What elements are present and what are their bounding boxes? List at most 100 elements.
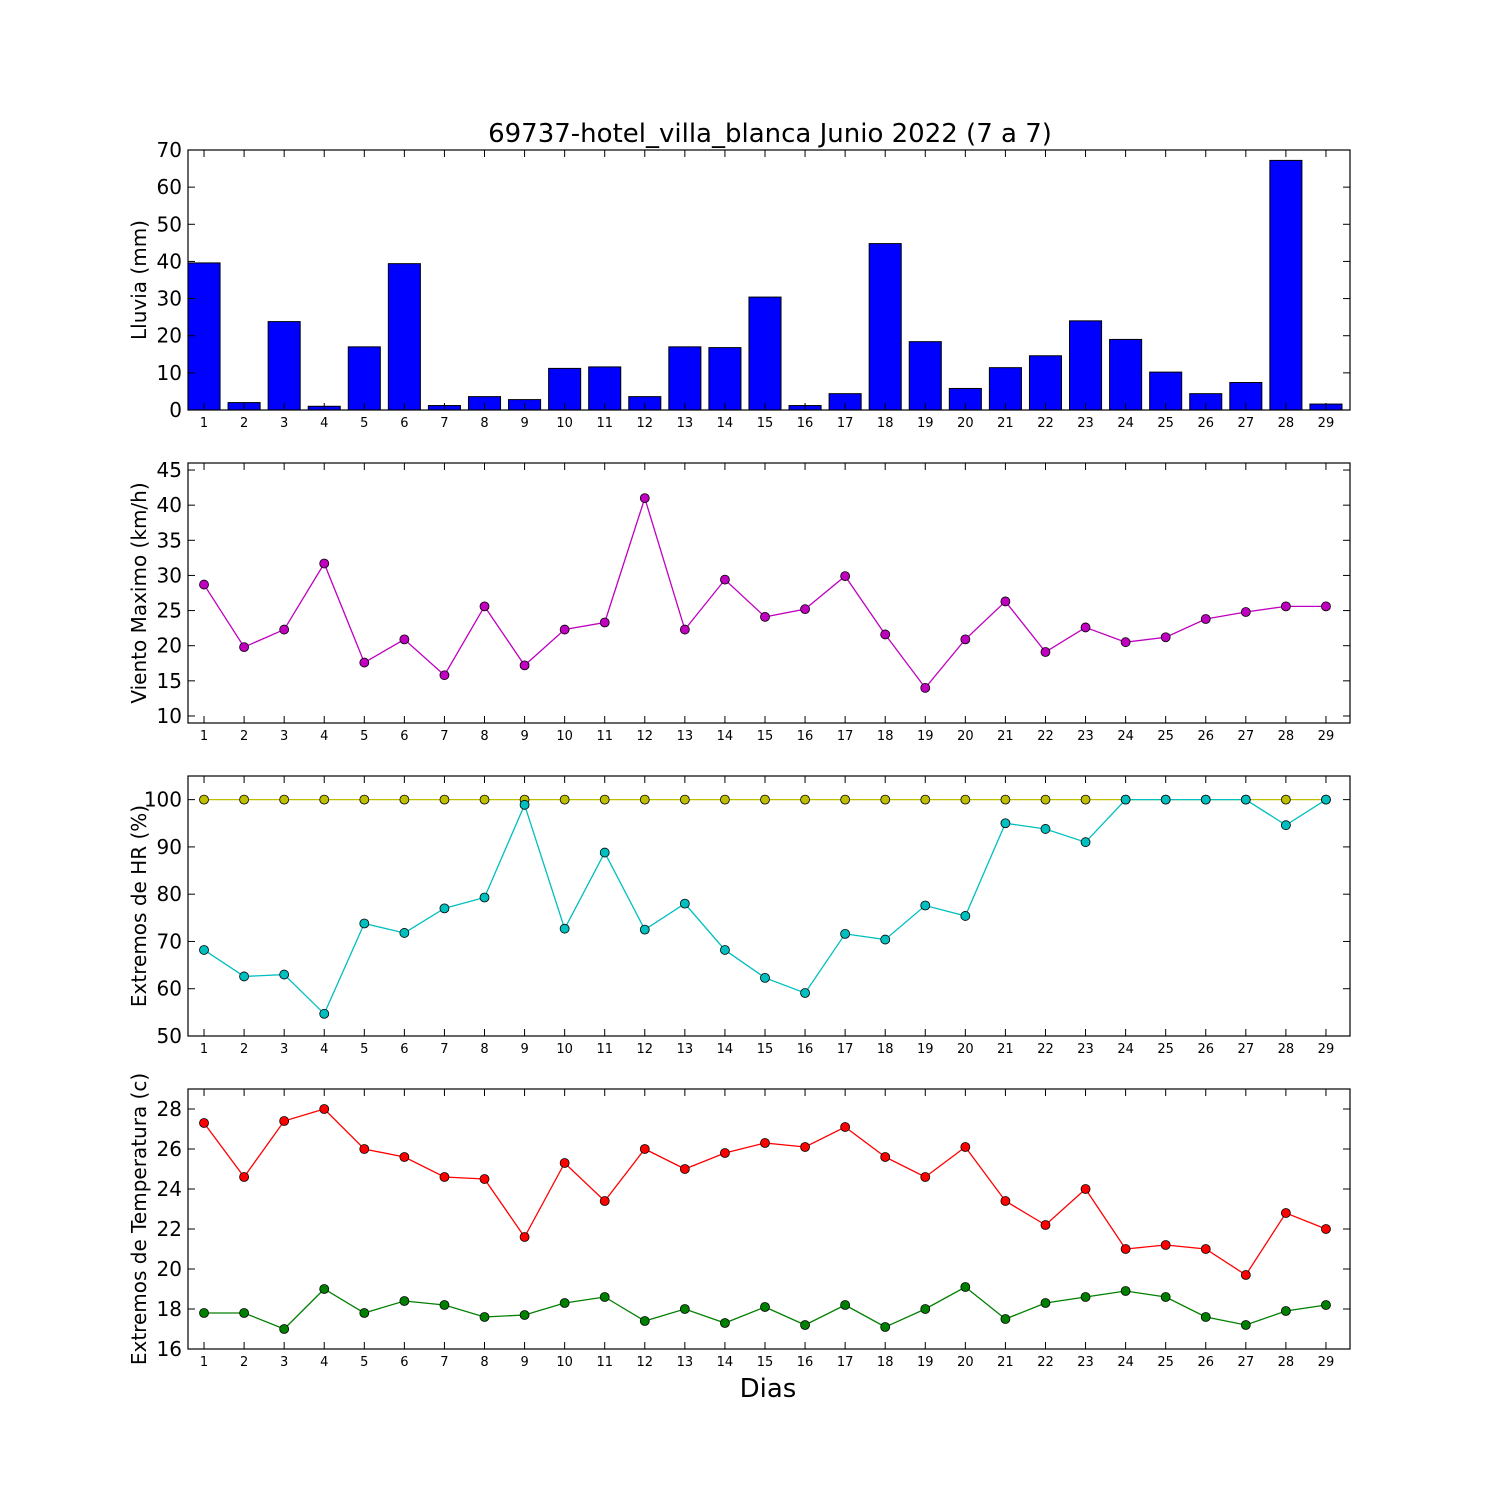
y-tick-label: 40 [157,249,182,273]
data-point [1160,1292,1171,1302]
data-point [1120,637,1131,648]
series-4-2 [199,1282,1331,1334]
data-point [399,634,410,645]
x-tick-label: 17 [837,416,854,431]
series-4-1 [199,1104,1331,1280]
x-tick-label: 17 [837,729,854,744]
x-tick-label: 26 [1197,416,1214,431]
data-point [679,1304,690,1314]
x-tick-label: 27 [1238,1355,1255,1370]
x-tick-label: 11 [596,1355,613,1370]
x-tick-label: 14 [717,1042,734,1057]
x-tick-label: 8 [480,1355,488,1370]
data-point [679,624,690,635]
x-tick-label: 10 [556,1042,573,1057]
data-point [359,1144,370,1154]
x-tick-label: 3 [280,1042,288,1057]
data-point [800,794,810,805]
data-point [639,1316,650,1326]
x-tick-label: 22 [1037,1042,1054,1057]
data-point [319,1104,330,1114]
x-tick-label: 20 [957,416,974,431]
data-point [479,794,490,805]
data-point [679,898,690,909]
x-tick-label: 6 [400,1042,408,1057]
data-point [439,1300,450,1310]
y-tick-label: 40 [157,493,182,517]
data-point [920,682,931,693]
data-point [800,1320,810,1330]
x-tick-label: 21 [997,1042,1014,1057]
data-point [559,1158,570,1168]
axes-frame [187,775,1351,1037]
x-tick-label: 11 [596,416,613,431]
x-tick-label: 16 [797,729,814,744]
x-tick-label: 12 [637,1355,654,1370]
data-point [679,794,690,805]
data-point [960,1282,971,1292]
x-tick-label: 1 [200,1355,208,1370]
x-tick-label: 24 [1117,729,1134,744]
x-tick-label: 5 [360,416,368,431]
x-tick-label: 13 [677,1355,694,1370]
bar [1109,338,1143,411]
x-tick-label: 24 [1117,1042,1134,1057]
x-tick-label: 25 [1157,1042,1174,1057]
y-tick-label: 26 [157,1137,182,1161]
x-tick-label: 19 [917,1355,934,1370]
data-point [599,617,610,628]
y-tick-label: 22 [157,1217,182,1241]
data-point [1160,632,1171,643]
x-tick-label: 12 [637,729,654,744]
data-point [319,558,330,569]
data-point [1120,1286,1131,1296]
y-tick-label: 25 [157,599,182,623]
data-point [199,579,209,590]
x-tick-label: 9 [520,1042,528,1057]
x-tick-label: 9 [520,416,528,431]
x-tick-label: 28 [1278,1355,1295,1370]
x-tick-label: 23 [1077,416,1094,431]
bar [347,346,381,411]
data-point [439,794,450,805]
x-tick-label: 13 [677,1042,694,1057]
data-point [1200,614,1211,624]
x-tick-label: 5 [360,729,368,744]
x-tick-label: 16 [797,1042,814,1057]
data-point [760,794,770,805]
x-tick-label: 26 [1197,1042,1214,1057]
data-point [559,794,570,805]
data-point [519,1310,530,1320]
x-tick-label: 3 [280,1355,288,1370]
y-axis-label: Viento Maximo (km/h) [127,482,151,703]
data-point [1280,1306,1291,1316]
x-tick-label: 29 [1318,416,1335,431]
x-tick-label: 23 [1077,729,1094,744]
x-tick-label: 12 [637,416,654,431]
x-tick-label: 25 [1157,729,1174,744]
x-tick-label: 19 [917,729,934,744]
data-point [880,1152,891,1162]
x-tick-label: 26 [1197,729,1214,744]
data-point [359,918,370,929]
bar [1069,320,1103,411]
data-point [1040,824,1051,834]
data-point [279,1324,290,1334]
x-tick-label: 7 [440,1042,448,1057]
series-line [203,495,1326,689]
x-tick-label: 29 [1318,1355,1335,1370]
data-point [1280,820,1291,831]
x-tick-label: 11 [596,729,613,744]
x-tick-label: 19 [917,1042,934,1057]
x-tick-label: 21 [997,1355,1014,1370]
data-point [399,928,410,938]
data-point [1200,794,1211,805]
x-tick-label: 9 [520,729,528,744]
x-tick-label: 26 [1197,1355,1214,1370]
data-point [1240,794,1251,805]
data-point [479,601,490,612]
figure-title: 69737-hotel_villa_blanca Junio 2022 (7 a… [488,119,1052,149]
data-point [1120,1244,1131,1254]
data-point [1080,622,1091,633]
y-axis-label: Extremos de Temperatura (c) [127,1073,151,1365]
